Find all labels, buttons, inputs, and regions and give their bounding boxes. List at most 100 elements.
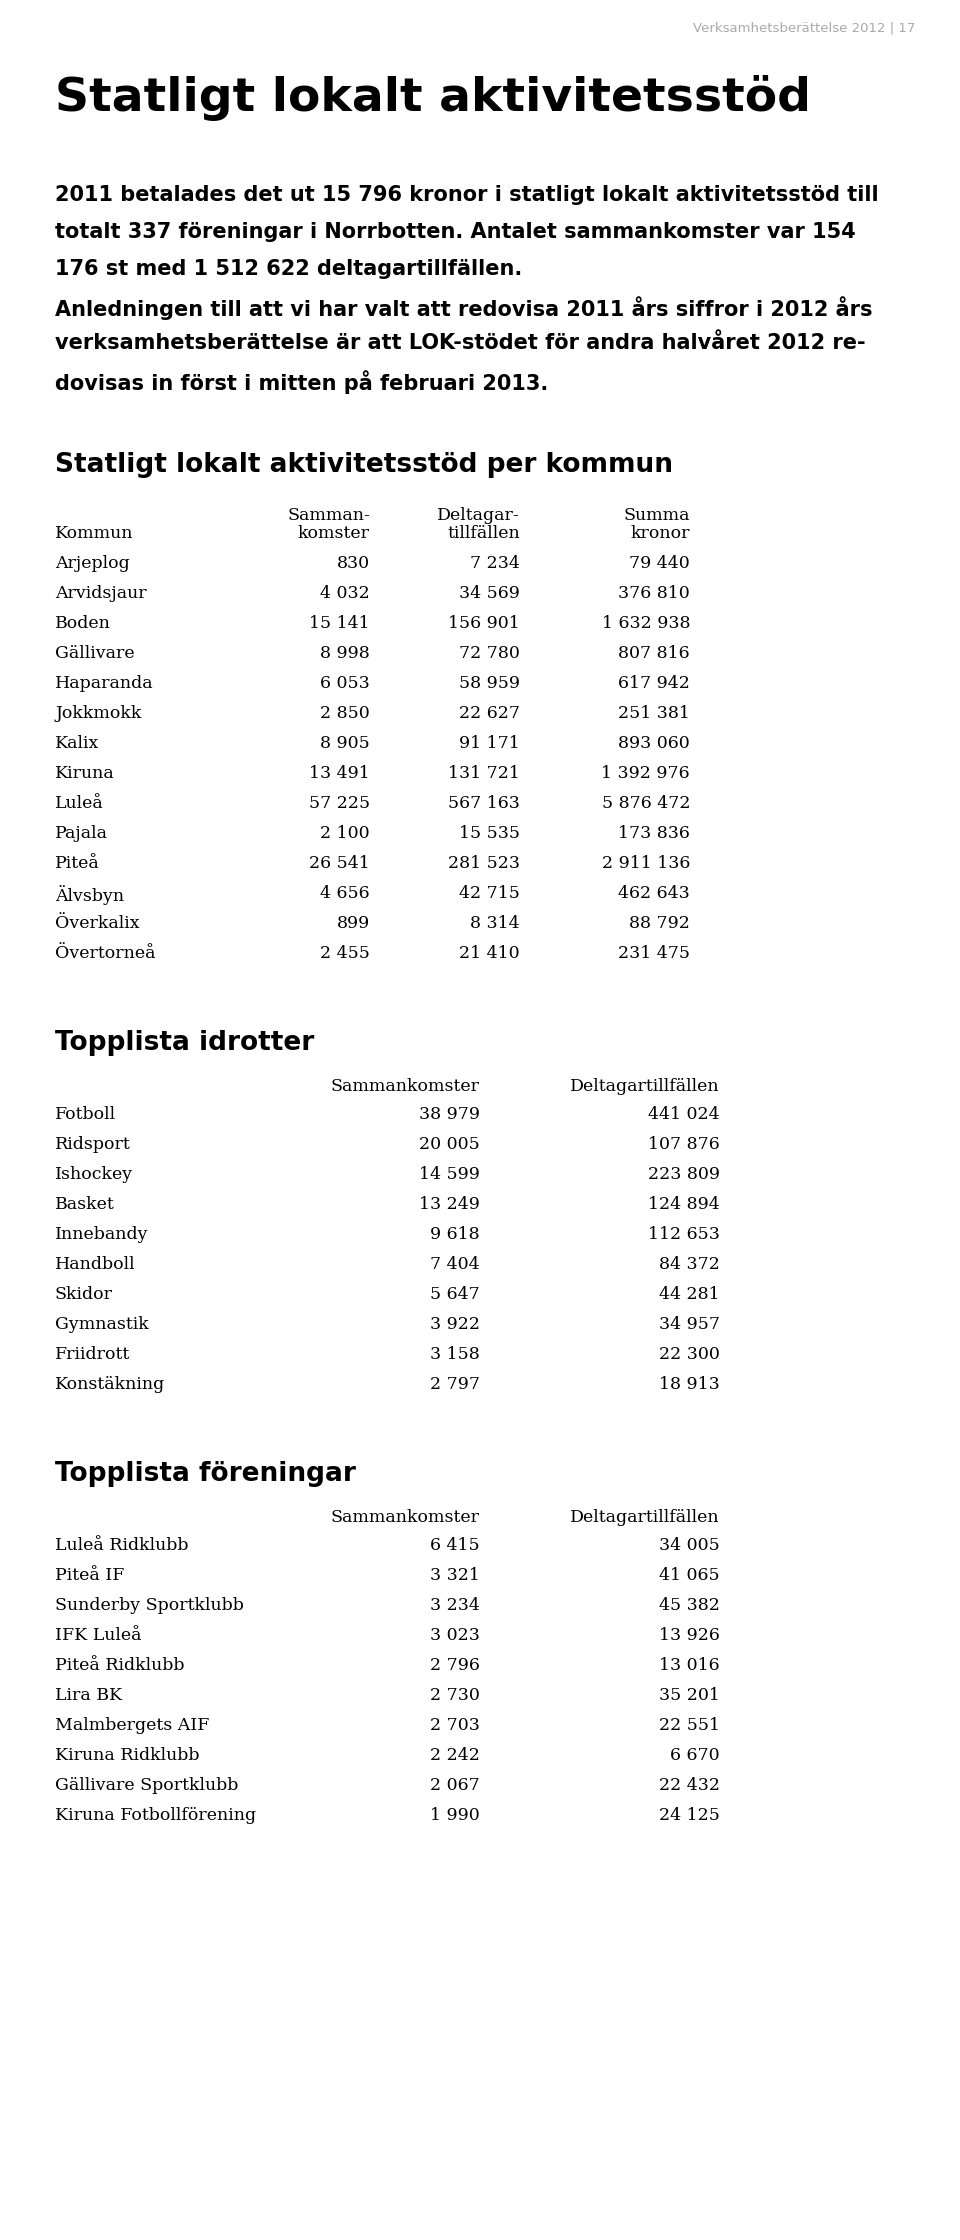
Text: Malmbergets AIF: Malmbergets AIF [55,1718,209,1734]
Text: 88 792: 88 792 [629,914,690,932]
Text: Konstäkning: Konstäkning [55,1375,165,1393]
Text: Sammankomster: Sammankomster [331,1510,480,1525]
Text: Gällivare Sportklubb: Gällivare Sportklubb [55,1776,238,1794]
Text: 6 670: 6 670 [670,1747,720,1765]
Text: 2 797: 2 797 [430,1375,480,1393]
Text: 1 392 976: 1 392 976 [601,766,690,782]
Text: Basket: Basket [55,1196,115,1214]
Text: 3 922: 3 922 [430,1317,480,1333]
Text: tillfällen: tillfällen [447,524,520,542]
Text: 24 125: 24 125 [660,1808,720,1823]
Text: 18 913: 18 913 [660,1375,720,1393]
Text: Gällivare: Gällivare [55,645,134,663]
Text: 79 440: 79 440 [629,556,690,571]
Text: Sunderby Sportklubb: Sunderby Sportklubb [55,1597,244,1615]
Text: 34 957: 34 957 [659,1317,720,1333]
Text: 35 201: 35 201 [660,1687,720,1705]
Text: 72 780: 72 780 [459,645,520,663]
Text: 107 876: 107 876 [648,1136,720,1154]
Text: kronor: kronor [631,524,690,542]
Text: Kiruna Fotbollförening: Kiruna Fotbollförening [55,1808,256,1823]
Text: Kiruna Ridklubb: Kiruna Ridklubb [55,1747,200,1765]
Text: 5 647: 5 647 [430,1286,480,1304]
Text: 7 404: 7 404 [430,1257,480,1272]
Text: Pajala: Pajala [55,824,108,842]
Text: 38 979: 38 979 [419,1107,480,1122]
Text: 567 163: 567 163 [448,795,520,813]
Text: 8 905: 8 905 [321,735,370,753]
Text: Arvidsjaur: Arvidsjaur [55,585,147,603]
Text: 2 796: 2 796 [430,1658,480,1673]
Text: 899: 899 [337,914,370,932]
Text: Samman-: Samman- [287,506,370,524]
Text: IFK Luleå: IFK Luleå [55,1626,141,1644]
Text: Piteå IF: Piteå IF [55,1568,125,1584]
Text: Topplista föreningar: Topplista föreningar [55,1460,356,1487]
Text: Topplista idrotter: Topplista idrotter [55,1030,314,1055]
Text: Piteå: Piteå [55,856,100,871]
Text: Jokkmokk: Jokkmokk [55,706,141,721]
Text: Skidor: Skidor [55,1286,113,1304]
Text: Lira BK: Lira BK [55,1687,122,1705]
Text: 20 005: 20 005 [420,1136,480,1154]
Text: 13 249: 13 249 [420,1196,480,1214]
Text: Statligt lokalt aktivitetsstöd: Statligt lokalt aktivitetsstöd [55,74,811,121]
Text: Verksamhetsberättelse 2012 | 17: Verksamhetsberättelse 2012 | 17 [692,22,915,36]
Text: komster: komster [298,524,370,542]
Text: 2 100: 2 100 [321,824,370,842]
Text: Ishockey: Ishockey [55,1167,133,1183]
Text: Deltagartillfällen: Deltagartillfällen [570,1077,720,1095]
Text: 3 321: 3 321 [430,1568,480,1584]
Text: Överkalix: Överkalix [55,914,139,932]
Text: 45 382: 45 382 [660,1597,720,1615]
Text: 22 432: 22 432 [659,1776,720,1794]
Text: Innebandy: Innebandy [55,1225,149,1243]
Text: 22 300: 22 300 [660,1346,720,1362]
Text: 173 836: 173 836 [618,824,690,842]
Text: 7 234: 7 234 [470,556,520,571]
Text: 6 053: 6 053 [321,674,370,692]
Text: Handboll: Handboll [55,1257,135,1272]
Text: 807 816: 807 816 [618,645,690,663]
Text: 4 032: 4 032 [321,585,370,603]
Text: 176 st med 1 512 622 deltagartillfällen.: 176 st med 1 512 622 deltagartillfällen. [55,260,522,280]
Text: Kiruna: Kiruna [55,766,115,782]
Text: 3 158: 3 158 [430,1346,480,1362]
Text: Luleå Ridklubb: Luleå Ridklubb [55,1537,188,1555]
Text: 3 234: 3 234 [430,1597,480,1615]
Text: Gymnastik: Gymnastik [55,1317,149,1333]
Text: 4 656: 4 656 [321,885,370,903]
Text: 15 141: 15 141 [309,616,370,632]
Text: Ridsport: Ridsport [55,1136,131,1154]
Text: 42 715: 42 715 [459,885,520,903]
Text: 22 627: 22 627 [459,706,520,721]
Text: 223 809: 223 809 [648,1167,720,1183]
Text: 34 569: 34 569 [459,585,520,603]
Text: 2 455: 2 455 [320,945,370,961]
Text: Deltagar-: Deltagar- [437,506,520,524]
Text: 34 005: 34 005 [660,1537,720,1555]
Text: 91 171: 91 171 [459,735,520,753]
Text: 376 810: 376 810 [618,585,690,603]
Text: 1 990: 1 990 [430,1808,480,1823]
Text: 84 372: 84 372 [660,1257,720,1272]
Text: Deltagartillfällen: Deltagartillfällen [570,1510,720,1525]
Text: 8 314: 8 314 [470,914,520,932]
Text: 2 067: 2 067 [430,1776,480,1794]
Text: 5 876 472: 5 876 472 [602,795,690,813]
Text: 2 911 136: 2 911 136 [602,856,690,871]
Text: 617 942: 617 942 [618,674,690,692]
Text: 281 523: 281 523 [448,856,520,871]
Text: 9 618: 9 618 [430,1225,480,1243]
Text: 44 281: 44 281 [660,1286,720,1304]
Text: 2 242: 2 242 [430,1747,480,1765]
Text: 3 023: 3 023 [430,1626,480,1644]
Text: 2011 betalades det ut 15 796 kronor i statligt lokalt aktivitetsstöd till: 2011 betalades det ut 15 796 kronor i st… [55,186,878,206]
Text: Statligt lokalt aktivitetsstöd per kommun: Statligt lokalt aktivitetsstöd per kommu… [55,452,673,477]
Text: 156 901: 156 901 [448,616,520,632]
Text: Sammankomster: Sammankomster [331,1077,480,1095]
Text: Älvsbyn: Älvsbyn [55,885,124,905]
Text: Piteå Ridklubb: Piteå Ridklubb [55,1658,184,1673]
Text: 57 225: 57 225 [309,795,370,813]
Text: 251 381: 251 381 [618,706,690,721]
